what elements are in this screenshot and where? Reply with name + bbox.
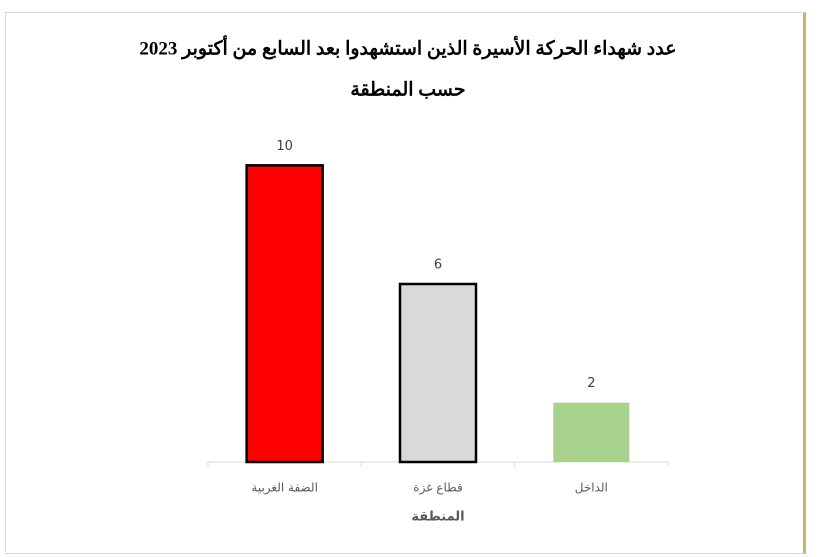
x-axis-title: المنطقة xyxy=(411,510,464,525)
bar xyxy=(553,402,630,462)
chart-title: حسب المنطقة xyxy=(350,79,465,100)
data-label: 2 xyxy=(587,376,595,391)
data-label: 6 xyxy=(434,258,442,273)
bar xyxy=(245,164,324,464)
bar xyxy=(398,282,478,464)
x-tick-label: الضفة الغربية xyxy=(251,481,318,496)
x-tick-label: الداخل xyxy=(575,481,608,495)
data-label: 10 xyxy=(276,139,293,154)
chart-title: عدد شهداء الحركة الأسيرة الذين استشهدوا … xyxy=(139,34,676,59)
x-tick-label: قطاع غزة xyxy=(413,481,462,496)
